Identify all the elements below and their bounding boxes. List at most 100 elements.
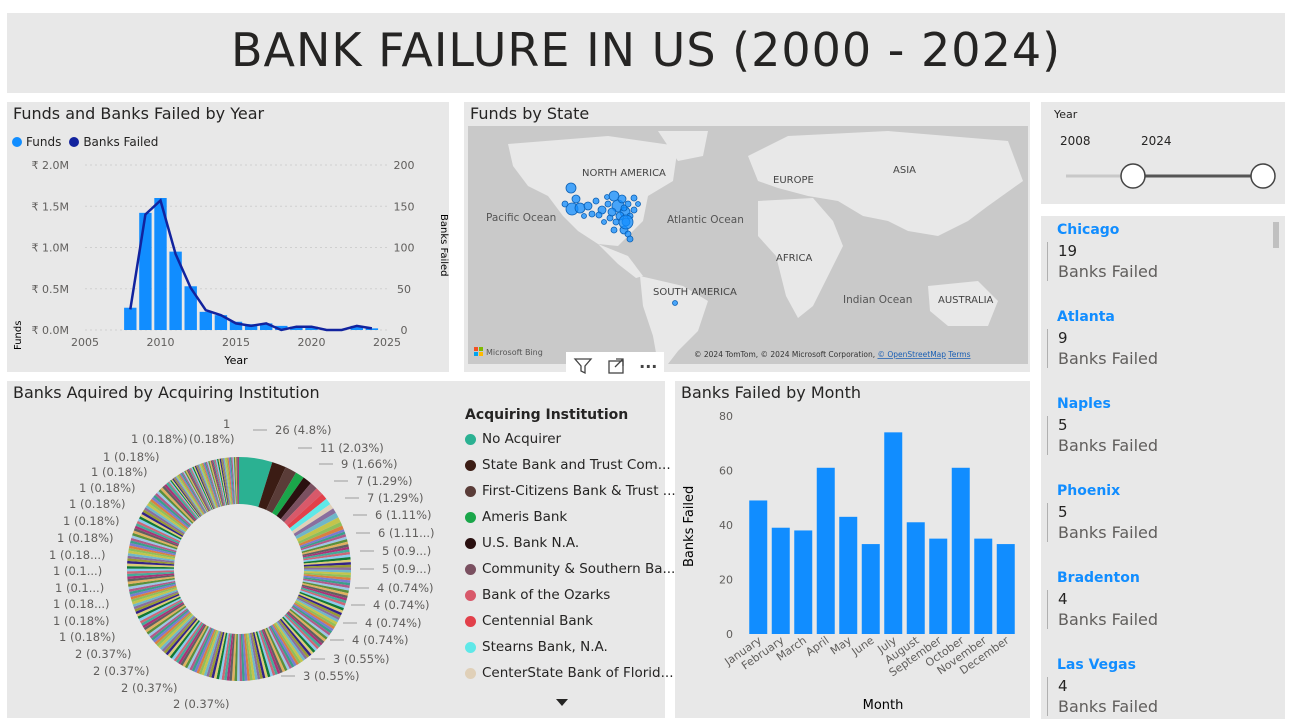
- donut-slice[interactable]: [302, 549, 350, 560]
- donut-slice[interactable]: [132, 532, 178, 550]
- map-terms-link[interactable]: Terms: [947, 350, 970, 359]
- donut-slice[interactable]: [213, 459, 225, 506]
- donut-slice[interactable]: [151, 496, 190, 529]
- donut-slice[interactable]: [274, 622, 304, 663]
- donut-slice[interactable]: [303, 564, 351, 569]
- donut-slice[interactable]: [265, 627, 288, 672]
- donut-legend-item[interactable]: CenterState Bank of Florid...: [465, 665, 674, 681]
- donut-slice[interactable]: [185, 470, 209, 512]
- donut-legend-item[interactable]: Ameris Bank: [465, 509, 567, 525]
- donut-slice[interactable]: [302, 581, 349, 594]
- month-chart-panel[interactable]: Banks Failed by Month Banks Failed Month…: [675, 381, 1030, 718]
- funds-bar[interactable]: [169, 251, 182, 330]
- donut-slice[interactable]: [128, 580, 176, 592]
- donut-slice[interactable]: [231, 633, 237, 681]
- donut-slice[interactable]: [303, 572, 351, 578]
- donut-slice[interactable]: [235, 457, 238, 505]
- donut-slice[interactable]: [293, 603, 334, 632]
- year-chart-plot[interactable]: Funds Banks Failed Year ₹ 0.0M 0 ₹ 0.5M 50 ₹…: [7, 102, 449, 372]
- donut-slice[interactable]: [299, 590, 345, 609]
- donut-slice[interactable]: [300, 588, 346, 606]
- banks-failed-line[interactable]: [129, 198, 373, 332]
- funds-bar[interactable]: [305, 326, 318, 330]
- donut-slice[interactable]: [242, 633, 248, 681]
- donut-slice[interactable]: [297, 595, 341, 618]
- donut-slice[interactable]: [296, 597, 340, 621]
- donut-slice[interactable]: [179, 473, 206, 514]
- filter-icon[interactable]: [573, 356, 593, 376]
- donut-slice[interactable]: [141, 511, 184, 538]
- donut-slice[interactable]: [141, 600, 183, 626]
- donut-slice[interactable]: [184, 625, 209, 669]
- donut-slice[interactable]: [128, 577, 175, 587]
- donut-slice[interactable]: [168, 481, 199, 519]
- visual-header-toolbar[interactable]: ···: [566, 352, 664, 380]
- donut-slice[interactable]: [231, 457, 236, 505]
- card-city-name[interactable]: Las Vegas: [1057, 657, 1136, 673]
- donut-slice[interactable]: [183, 471, 208, 513]
- donut-slice[interactable]: [248, 633, 258, 680]
- card-city-name[interactable]: Phoenix: [1057, 483, 1121, 499]
- donut-slice[interactable]: [142, 509, 184, 536]
- donut-slice[interactable]: [210, 460, 224, 507]
- year-chart-legend[interactable]: Funds Banks Failed: [12, 135, 158, 149]
- donut-slice[interactable]: [205, 461, 221, 507]
- donut-slice[interactable]: [287, 493, 327, 529]
- donut-slice[interactable]: [199, 463, 217, 509]
- funds-bar[interactable]: [124, 307, 137, 330]
- donut-slice[interactable]: [232, 457, 236, 505]
- donut-slice[interactable]: [300, 531, 346, 549]
- donut-slice[interactable]: [303, 559, 351, 566]
- month-bar[interactable]: [951, 467, 970, 634]
- donut-slice[interactable]: [299, 591, 344, 611]
- city-cards-panel[interactable]: Chicago 19 Banks Failed Atlanta 9 Banks …: [1041, 216, 1285, 719]
- donut-slice[interactable]: [143, 603, 185, 631]
- donut-slice[interactable]: [234, 633, 238, 681]
- donut-slice[interactable]: [302, 544, 349, 557]
- donut-slice[interactable]: [293, 508, 336, 537]
- donut-slice[interactable]: [223, 457, 231, 505]
- donut-slice[interactable]: [284, 488, 323, 526]
- month-chart-plot[interactable]: Banks Failed Month 020406080JanuaryFebru…: [675, 381, 1030, 718]
- donut-slice[interactable]: [140, 513, 183, 539]
- scrollbar-thumb[interactable]: [1273, 222, 1279, 248]
- donut-slice[interactable]: [174, 476, 203, 516]
- card-city-name[interactable]: Atlanta: [1057, 309, 1115, 325]
- donut-slice[interactable]: [201, 630, 219, 676]
- donut-slice[interactable]: [148, 500, 188, 531]
- donut-slice[interactable]: [287, 611, 325, 644]
- donut-slice[interactable]: [269, 625, 295, 668]
- donut-slice[interactable]: [182, 625, 208, 668]
- donut-slice[interactable]: [134, 592, 179, 612]
- donut-slice[interactable]: [155, 492, 192, 526]
- donut-slice[interactable]: [221, 633, 231, 681]
- donut-legend-item[interactable]: State Bank and Trust Com...: [465, 457, 671, 473]
- donut-slice[interactable]: [175, 622, 204, 663]
- donut-slice[interactable]: [293, 602, 335, 630]
- donut-slice[interactable]: [145, 604, 186, 633]
- legend-scroll-down-icon[interactable]: [556, 699, 568, 706]
- donut-slice[interactable]: [282, 616, 316, 653]
- donut-slice[interactable]: [130, 540, 177, 554]
- card-city-name[interactable]: Bradenton: [1057, 570, 1140, 586]
- donut-slice[interactable]: [280, 483, 317, 523]
- donut-slice[interactable]: [273, 623, 301, 664]
- donut-slice[interactable]: [276, 621, 306, 661]
- donut-slice[interactable]: [129, 542, 176, 556]
- donut-slice[interactable]: [172, 478, 201, 517]
- donut-slice[interactable]: [252, 632, 266, 679]
- donut-slice[interactable]: [127, 566, 175, 569]
- donut-slice[interactable]: [171, 620, 202, 661]
- state-bubbles[interactable]: [561, 182, 678, 306]
- donut-slice[interactable]: [262, 628, 283, 674]
- donut-slice[interactable]: [251, 632, 263, 679]
- donut-slice[interactable]: [145, 505, 186, 534]
- donut-slice[interactable]: [303, 551, 351, 561]
- donut-slice[interactable]: [127, 571, 175, 577]
- donut-slice[interactable]: [278, 619, 310, 658]
- donut-slice[interactable]: [169, 620, 200, 659]
- donut-slice[interactable]: [289, 608, 328, 640]
- donut-slice[interactable]: [139, 599, 183, 624]
- donut-slice[interactable]: [191, 467, 212, 511]
- donut-slice[interactable]: [130, 537, 177, 553]
